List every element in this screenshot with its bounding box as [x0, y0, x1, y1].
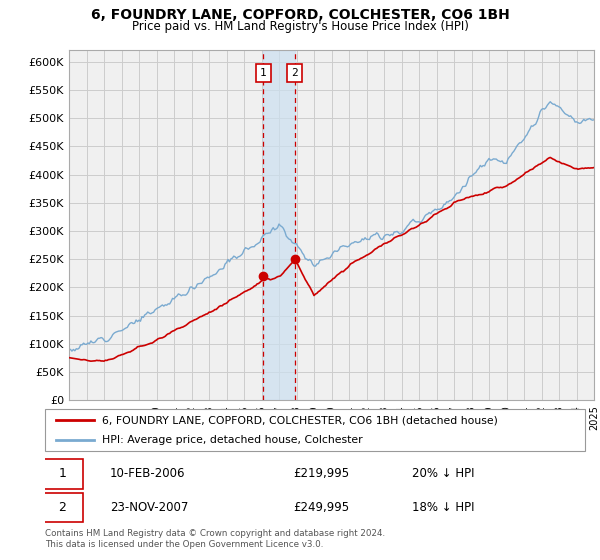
Text: Contains HM Land Registry data © Crown copyright and database right 2024.
This d: Contains HM Land Registry data © Crown c… — [45, 529, 385, 549]
Text: HPI: Average price, detached house, Colchester: HPI: Average price, detached house, Colc… — [101, 435, 362, 445]
Text: 18% ↓ HPI: 18% ↓ HPI — [412, 501, 475, 514]
Bar — [263, 50, 295, 400]
Text: 2: 2 — [58, 501, 66, 514]
FancyBboxPatch shape — [42, 459, 83, 489]
Text: 1: 1 — [260, 68, 267, 78]
Text: 10-FEB-2006: 10-FEB-2006 — [110, 467, 185, 480]
Text: 2: 2 — [292, 68, 298, 78]
FancyBboxPatch shape — [42, 493, 83, 522]
FancyBboxPatch shape — [45, 409, 585, 451]
Text: Price paid vs. HM Land Registry's House Price Index (HPI): Price paid vs. HM Land Registry's House … — [131, 20, 469, 32]
Text: 6, FOUNDRY LANE, COPFORD, COLCHESTER, CO6 1BH (detached house): 6, FOUNDRY LANE, COPFORD, COLCHESTER, CO… — [101, 415, 497, 425]
Text: £249,995: £249,995 — [293, 501, 350, 514]
Text: £219,995: £219,995 — [293, 467, 350, 480]
Text: 6, FOUNDRY LANE, COPFORD, COLCHESTER, CO6 1BH: 6, FOUNDRY LANE, COPFORD, COLCHESTER, CO… — [91, 8, 509, 22]
Text: 20% ↓ HPI: 20% ↓ HPI — [412, 467, 475, 480]
Text: 23-NOV-2007: 23-NOV-2007 — [110, 501, 188, 514]
Text: 1: 1 — [58, 467, 66, 480]
